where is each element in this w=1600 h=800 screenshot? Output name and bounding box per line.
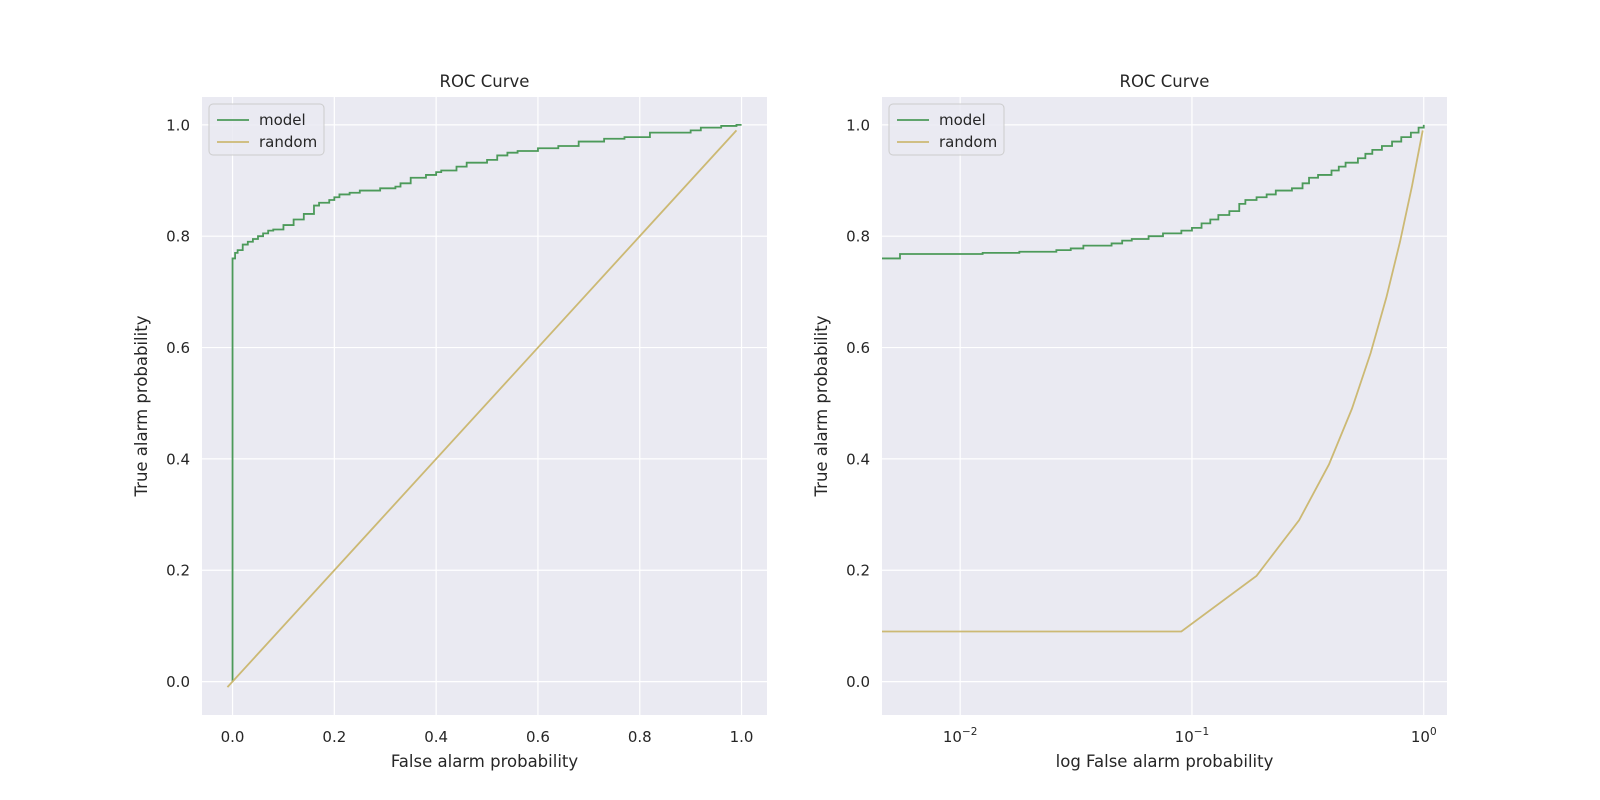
y-tick-label: 0.4 (846, 450, 870, 468)
x-tick-label: 0.8 (628, 728, 652, 746)
y-tick-label: 0.2 (846, 562, 870, 580)
x-tick-label: 0.6 (526, 728, 550, 746)
legend: model random (888, 103, 1005, 156)
x-tick-label-exponent: −2 (962, 726, 977, 738)
x-tick-label-exponent: −1 (1194, 726, 1209, 738)
y-tick-label: 0.4 (166, 450, 190, 468)
x-tick-label-exponent: 0 (1430, 726, 1437, 738)
x-tick-label-base: 10 (1175, 728, 1194, 746)
x-tick-label-base: 10 (1411, 728, 1430, 746)
x-tick-label: 0.4 (424, 728, 448, 746)
y-tick-label: 1.0 (846, 116, 870, 134)
legend-label-model: model (259, 111, 306, 129)
x-tick-label: 10−1 (1175, 726, 1210, 746)
series-line-random (226, 129, 738, 688)
legend: model random (208, 103, 325, 156)
series-line-model (882, 124, 1425, 260)
series-line-model (231, 123, 742, 682)
legend-label-random: random (939, 133, 997, 151)
series-group-log (882, 124, 1425, 633)
x-tick-label: 100 (1411, 726, 1437, 746)
chart-title: ROC Curve (440, 72, 530, 91)
series-group-linear (226, 123, 742, 688)
roc-panel-linear: 0.0 0.2 0.4 0.6 0.8 1.0 0.0 0.2 0.4 0.6 0.8 1.0 ROC … (132, 72, 767, 771)
y-tick-label: 0.8 (166, 228, 190, 246)
legend-label-model: model (939, 111, 986, 129)
x-tick-label: 0.0 (221, 728, 245, 746)
plot-area-log (882, 97, 1447, 715)
y-tick-label: 0.6 (166, 339, 190, 357)
y-axis-label: True alarm probability (812, 315, 831, 497)
legend-label-random: random (259, 133, 317, 151)
chart-title: ROC Curve (1120, 72, 1210, 91)
y-tick-label: 0.6 (846, 339, 870, 357)
x-axis-label: log False alarm probability (1056, 752, 1274, 771)
x-tick-label: 10−2 (943, 726, 978, 746)
y-tick-label: 0.0 (846, 673, 870, 691)
y-tick-label: 0.2 (166, 562, 190, 580)
series-line-random (882, 130, 1424, 633)
y-axis-label: True alarm probability (132, 315, 151, 497)
x-tick-label: 0.2 (322, 728, 346, 746)
y-tick-label: 1.0 (166, 116, 190, 134)
x-tick-label-base: 10 (943, 728, 962, 746)
x-tick-label: 1.0 (730, 728, 754, 746)
y-tick-label: 0.0 (166, 673, 190, 691)
y-tick-label: 0.8 (846, 228, 870, 246)
x-axis-label: False alarm probability (391, 752, 579, 771)
